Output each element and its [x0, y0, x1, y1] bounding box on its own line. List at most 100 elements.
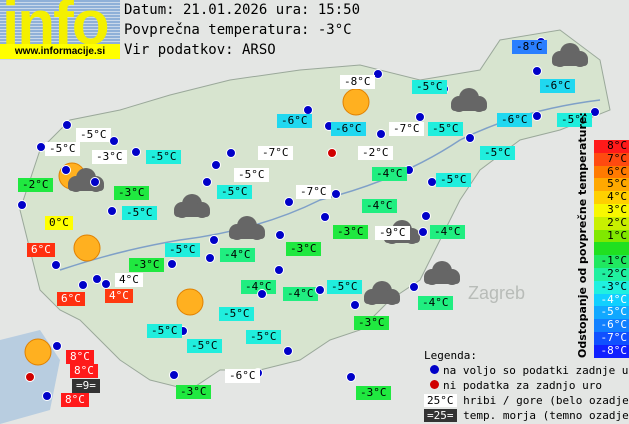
station-dot[interactable]	[226, 148, 236, 158]
cloud-icon	[174, 194, 210, 218]
station-dot[interactable]	[465, 133, 475, 143]
station-dot[interactable]	[92, 274, 102, 284]
station-dot[interactable]	[590, 107, 600, 117]
station-temperature: -5°C	[412, 80, 447, 94]
station-dot[interactable]	[209, 235, 219, 245]
station-dot[interactable]	[532, 66, 542, 76]
station-dot[interactable]	[169, 370, 179, 380]
station-temperature: -5°C	[327, 280, 362, 294]
station-temperature: -5°C	[234, 168, 269, 182]
station-missing-dot[interactable]	[327, 148, 337, 158]
date-line: Datum: 21.01.2026 ura: 15:50	[124, 2, 361, 18]
station-dot[interactable]	[107, 206, 117, 216]
scale-step: -2°C	[594, 267, 629, 281]
station-temperature: -5°C	[480, 146, 515, 160]
station-temperature: -5°C	[147, 324, 182, 338]
station-dot[interactable]	[101, 279, 111, 289]
station-temperature: -5°C	[76, 128, 111, 142]
station-dot[interactable]	[211, 160, 221, 170]
station-temperature: -2°C	[18, 178, 53, 192]
station-dot[interactable]	[61, 165, 71, 175]
station-temperature: -6°C	[225, 369, 260, 383]
station-dot[interactable]	[52, 341, 62, 351]
sea-text: temp. morja (temno ozadje)	[463, 409, 629, 422]
station-dot[interactable]	[376, 129, 386, 139]
data-source: Vir podatkov: ARSO	[124, 42, 276, 58]
station-dot[interactable]	[320, 212, 330, 222]
station-dot[interactable]	[62, 120, 72, 130]
station-dot[interactable]	[78, 280, 88, 290]
station-temperature: -6°C	[331, 122, 366, 136]
hill-text: hribi / gore (belo ozadje)	[463, 394, 629, 407]
station-temperature: -8°C	[340, 75, 375, 89]
cloud-icon	[364, 281, 400, 305]
cloud-icon	[451, 88, 487, 112]
station-dot[interactable]	[415, 112, 425, 122]
station-dot[interactable]	[275, 230, 285, 240]
station-temperature: 6°C	[27, 243, 55, 257]
station-dot[interactable]	[315, 285, 325, 295]
legend-available-text: na voljo so podatki zadnje ure	[443, 364, 629, 377]
blue-dot-icon	[430, 365, 439, 374]
scale-step: 6°C	[594, 165, 629, 179]
station-temperature: -4°C	[362, 199, 397, 213]
slovenia-shape	[19, 29, 611, 391]
station-dot[interactable]	[51, 260, 61, 270]
scale-step: 4°C	[594, 191, 629, 204]
station-temperature: -6°C	[540, 79, 575, 93]
scale-step: 3°C	[594, 203, 629, 217]
red-dot-icon	[430, 380, 439, 389]
legend-sea: =25= temp. morja (temno ozadje)	[424, 408, 629, 423]
sea-sample: =25=	[424, 409, 457, 422]
station-temperature: -3°C	[92, 150, 127, 164]
station-dot[interactable]	[205, 253, 215, 263]
station-temperature: -8°C	[512, 40, 547, 54]
station-dot[interactable]	[350, 300, 360, 310]
legend-missing-text: ni podatka za zadnjo uro	[443, 379, 602, 392]
scale-step: -1°C	[594, 255, 629, 268]
average-temperature: Povprečna temperatura: -3°C	[124, 22, 352, 38]
station-dot[interactable]	[373, 69, 383, 79]
station-dot[interactable]	[167, 259, 177, 269]
station-dot[interactable]	[532, 111, 542, 121]
station-dot[interactable]	[90, 177, 100, 187]
station-temperature: -3°C	[286, 242, 321, 256]
logo-url[interactable]: www.informacije.si	[0, 44, 120, 59]
station-temperature: -5°C	[557, 113, 592, 127]
scale-title: Odstopanje od povprečne temperature:	[576, 112, 589, 358]
scale-step: -7°C	[594, 331, 629, 345]
station-dot[interactable]	[42, 391, 52, 401]
station-temperature: 8°C	[70, 364, 98, 378]
station-temperature: -3°C	[129, 258, 164, 272]
scale-step: -4°C	[594, 293, 629, 307]
station-temperature: -6°C	[277, 114, 312, 128]
station-temperature: =9=	[72, 379, 100, 393]
sun-icon	[342, 88, 370, 116]
station-missing-dot[interactable]	[25, 372, 35, 382]
station-dot[interactable]	[346, 372, 356, 382]
sun-icon	[176, 288, 204, 316]
station-temperature: 4°C	[115, 273, 143, 287]
station-temperature: 8°C	[61, 393, 89, 407]
station-dot[interactable]	[257, 289, 267, 299]
station-dot[interactable]	[409, 282, 419, 292]
station-dot[interactable]	[131, 147, 141, 157]
hill-sample: 25°C	[424, 394, 457, 407]
scale-step: -8°C	[594, 344, 629, 358]
logo[interactable]: info www.informacije.si	[0, 0, 120, 60]
station-dot[interactable]	[274, 265, 284, 275]
station-temperature: -5°C	[217, 185, 252, 199]
station-dot[interactable]	[109, 136, 119, 146]
station-dot[interactable]	[418, 227, 428, 237]
station-dot[interactable]	[421, 211, 431, 221]
scale-step: 7°C	[594, 152, 629, 166]
station-temperature: -5°C	[45, 142, 80, 156]
station-temperature: -4°C	[418, 296, 453, 310]
station-dot[interactable]	[202, 177, 212, 187]
station-dot[interactable]	[331, 189, 341, 199]
scale-step: 8°C	[594, 140, 629, 153]
legend-title: Legenda:	[424, 349, 477, 362]
station-dot[interactable]	[284, 197, 294, 207]
station-dot[interactable]	[17, 200, 27, 210]
station-dot[interactable]	[283, 346, 293, 356]
